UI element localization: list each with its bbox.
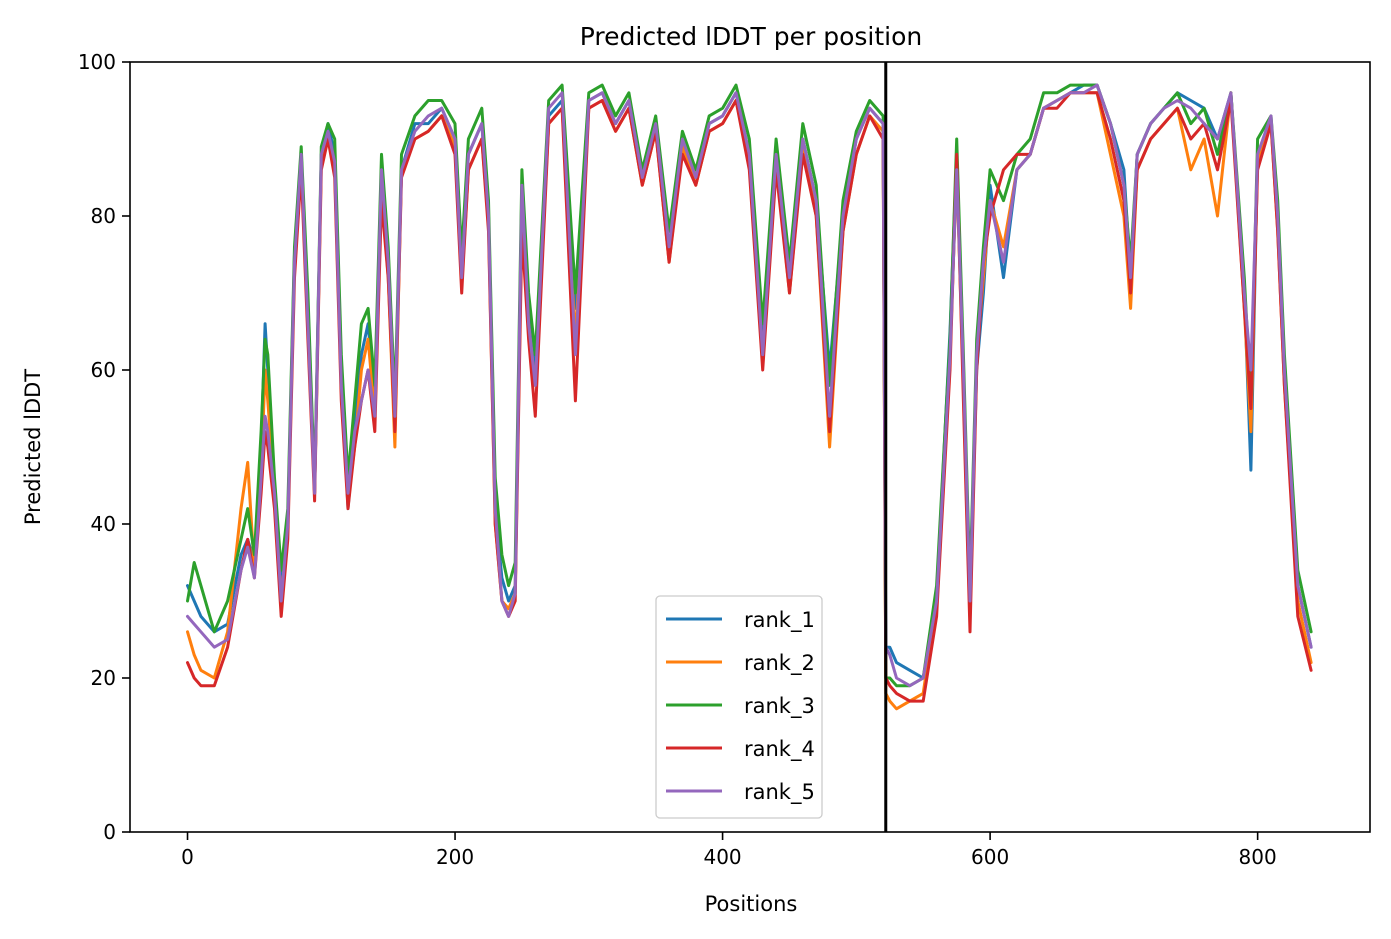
y-tick-label: 60 — [91, 358, 116, 382]
y-axis-label: Predicted lDDT — [21, 369, 45, 525]
legend: rank_1 rank_2 rank_3 rank_4 rank_5 — [655, 595, 823, 819]
legend-label-rank_5: rank_5 — [744, 780, 815, 805]
x-tick-label: 200 — [436, 845, 474, 869]
legend-box — [655, 595, 823, 819]
series-layer — [186, 83, 1313, 711]
y-tick-label: 100 — [78, 50, 116, 74]
series-line-rank_5 — [186, 83, 1313, 688]
legend-label-rank_2: rank_2 — [744, 651, 815, 676]
y-tick-label: 80 — [91, 204, 116, 228]
x-tick-label: 400 — [703, 845, 741, 869]
x-axis-label: Positions — [705, 892, 798, 916]
y-tick-label: 0 — [103, 820, 116, 844]
y-tick-label: 40 — [91, 512, 116, 536]
legend-label-rank_3: rank_3 — [744, 694, 815, 719]
legend-label-rank_1: rank_1 — [744, 608, 815, 633]
plot-frame — [129, 61, 1371, 833]
y-tick-label: 20 — [91, 666, 116, 690]
x-tick-label: 800 — [1239, 845, 1277, 869]
chart-title: Predicted lDDT per position — [580, 22, 922, 51]
legend-label-rank_4: rank_4 — [744, 737, 815, 762]
x-tick-label: 600 — [971, 845, 1009, 869]
x-axis: 0 200 400 600 800 — [181, 832, 1277, 869]
x-tick-label: 0 — [181, 845, 194, 869]
series-line-rank_4 — [186, 91, 1313, 703]
y-axis: 0 20 40 60 80 100 — [78, 50, 130, 844]
